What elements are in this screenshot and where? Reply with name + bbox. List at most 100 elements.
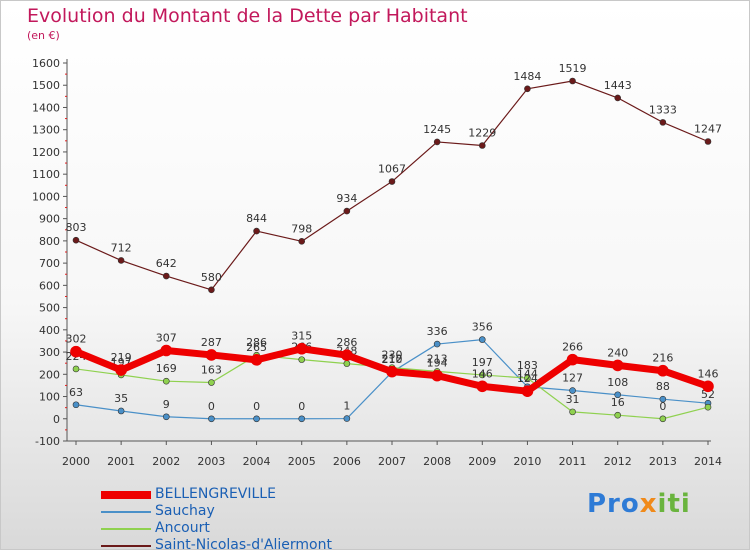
data-label-ancourt: 230 (382, 349, 403, 362)
data-label-ancourt: 197 (472, 356, 493, 369)
x-tick-label: 2014 (694, 455, 722, 468)
data-label-sauchay: 9 (163, 398, 170, 411)
data-point-ancourt (478, 371, 486, 379)
y-tick-label: 1500 (32, 79, 60, 92)
legend-swatch-ancourt (101, 528, 151, 530)
chart-subtitle: (en €) (27, 29, 60, 42)
data-point-sauchay (433, 340, 441, 348)
data-label-sauchay: 0 (298, 400, 305, 413)
y-tick-label: 900 (39, 213, 60, 226)
data-point-saint-nicolas-d-aliermont (524, 85, 531, 93)
data-point-saint-nicolas-d-aliermont (253, 227, 260, 235)
data-label-sauchay: 63 (69, 386, 83, 399)
legend-swatch-sauchay (101, 511, 151, 513)
x-tick-label: 2005 (288, 455, 316, 468)
data-point-ancourt (208, 379, 215, 386)
data-point-saint-nicolas-d-aliermont (208, 286, 215, 294)
data-point-saint-nicolas-d-aliermont (433, 138, 441, 146)
proxiti-logo: Proxiti (587, 489, 691, 519)
data-point-bellengreville (250, 354, 263, 366)
data-point-saint-nicolas-d-aliermont (569, 77, 576, 85)
data-point-bellengreville (386, 365, 398, 378)
data-label-saint-nicolas-d-aliermont: 642 (156, 257, 177, 270)
y-tick-label: -100 (35, 435, 60, 448)
data-point-bellengreville (566, 353, 579, 366)
data-point-saint-nicolas-d-aliermont (659, 119, 667, 126)
data-label-saint-nicolas-d-aliermont: 803 (66, 221, 87, 234)
data-point-bellengreville (70, 345, 82, 358)
data-label-bellengreville: 124 (517, 372, 538, 385)
data-point-ancourt (343, 360, 351, 367)
data-label-sauchay: 127 (562, 372, 583, 385)
data-point-ancourt (614, 411, 622, 419)
data-point-ancourt (72, 365, 80, 373)
data-label-bellengreville: 287 (201, 336, 222, 349)
data-label-saint-nicolas-d-aliermont: 844 (246, 212, 267, 225)
data-point-ancourt (659, 415, 667, 423)
data-label-bellengreville: 212 (382, 353, 403, 366)
data-label-sauchay: 1 (343, 400, 350, 413)
data-label-sauchay: 108 (607, 376, 628, 389)
y-tick-label: 700 (39, 257, 60, 270)
data-label-saint-nicolas-d-aliermont: 580 (201, 271, 222, 284)
chart-title: Evolution du Montant de la Dette par Hab… (27, 5, 468, 27)
legend-label-saint-nicolas-d-aliermont: Saint-Nicolas-d'Aliermont (155, 537, 332, 553)
legend-label-bellengreville: BELLENGREVILLE (155, 486, 276, 502)
x-tick-label: 2010 (513, 455, 541, 468)
data-point-sauchay (569, 387, 576, 394)
data-point-bellengreville (341, 349, 353, 361)
legend: BELLENGREVILLE Sauchay Ancourt Saint-Nicola… (101, 486, 361, 555)
data-point-sauchay (298, 415, 306, 423)
data-label-bellengreville: 315 (291, 330, 312, 343)
legend-swatch-saint-nicolas-d-aliermont (101, 545, 151, 547)
data-point-ancourt (569, 408, 576, 416)
data-point-ancourt (162, 377, 170, 385)
x-tick-label: 2013 (649, 455, 677, 468)
y-tick-label: 800 (39, 235, 60, 248)
y-tick-label: 1400 (32, 101, 60, 114)
data-label-bellengreville: 194 (427, 357, 448, 370)
data-point-bellengreville (295, 342, 308, 355)
data-label-saint-nicolas-d-aliermont: 1245 (423, 123, 451, 136)
data-point-sauchay (614, 391, 622, 399)
data-label-ancourt: 169 (156, 362, 177, 375)
data-label-ancourt: 286 (246, 336, 267, 349)
data-label-bellengreville: 286 (336, 336, 357, 349)
data-label-ancourt: 0 (659, 400, 666, 413)
data-point-ancourt (524, 374, 531, 382)
x-tick-label: 2009 (468, 455, 496, 468)
data-point-sauchay (117, 407, 125, 415)
data-point-bellengreville (702, 380, 714, 393)
x-tick-label: 2003 (197, 455, 225, 468)
data-label-bellengreville: 219 (111, 351, 132, 364)
logo-part-2: x (639, 489, 658, 519)
data-point-saint-nicolas-d-aliermont (162, 272, 170, 280)
data-point-saint-nicolas-d-aliermont (614, 94, 622, 102)
data-label-saint-nicolas-d-aliermont: 1443 (604, 79, 632, 92)
y-tick-label: 500 (39, 302, 60, 315)
data-label-sauchay: 0 (208, 400, 215, 413)
data-point-saint-nicolas-d-aliermont (72, 236, 80, 244)
x-tick-label: 2004 (243, 455, 271, 468)
data-point-sauchay (343, 415, 351, 422)
data-label-saint-nicolas-d-aliermont: 1247 (694, 122, 722, 135)
data-label-sauchay: 88 (656, 380, 670, 393)
data-label-sauchay: 35 (114, 392, 128, 405)
data-point-bellengreville (115, 364, 127, 376)
y-tick-label: 0 (53, 413, 60, 426)
data-label-sauchay: 356 (472, 321, 493, 334)
data-point-saint-nicolas-d-aliermont (388, 178, 396, 185)
legend-item-bellengreville: BELLENGREVILLE (101, 486, 361, 504)
logo-part-1: Pro (587, 489, 640, 519)
data-point-bellengreville (657, 364, 669, 377)
data-label-bellengreville: 265 (246, 341, 267, 354)
data-point-bellengreville (521, 385, 534, 397)
logo-part-3: iti (657, 489, 691, 519)
data-label-saint-nicolas-d-aliermont: 1484 (513, 70, 541, 83)
data-label-bellengreville: 307 (156, 332, 177, 345)
data-label-sauchay: 210 (382, 353, 403, 366)
data-label-saint-nicolas-d-aliermont: 798 (291, 222, 312, 235)
x-tick-label: 2011 (559, 455, 587, 468)
x-tick-label: 2001 (107, 455, 135, 468)
